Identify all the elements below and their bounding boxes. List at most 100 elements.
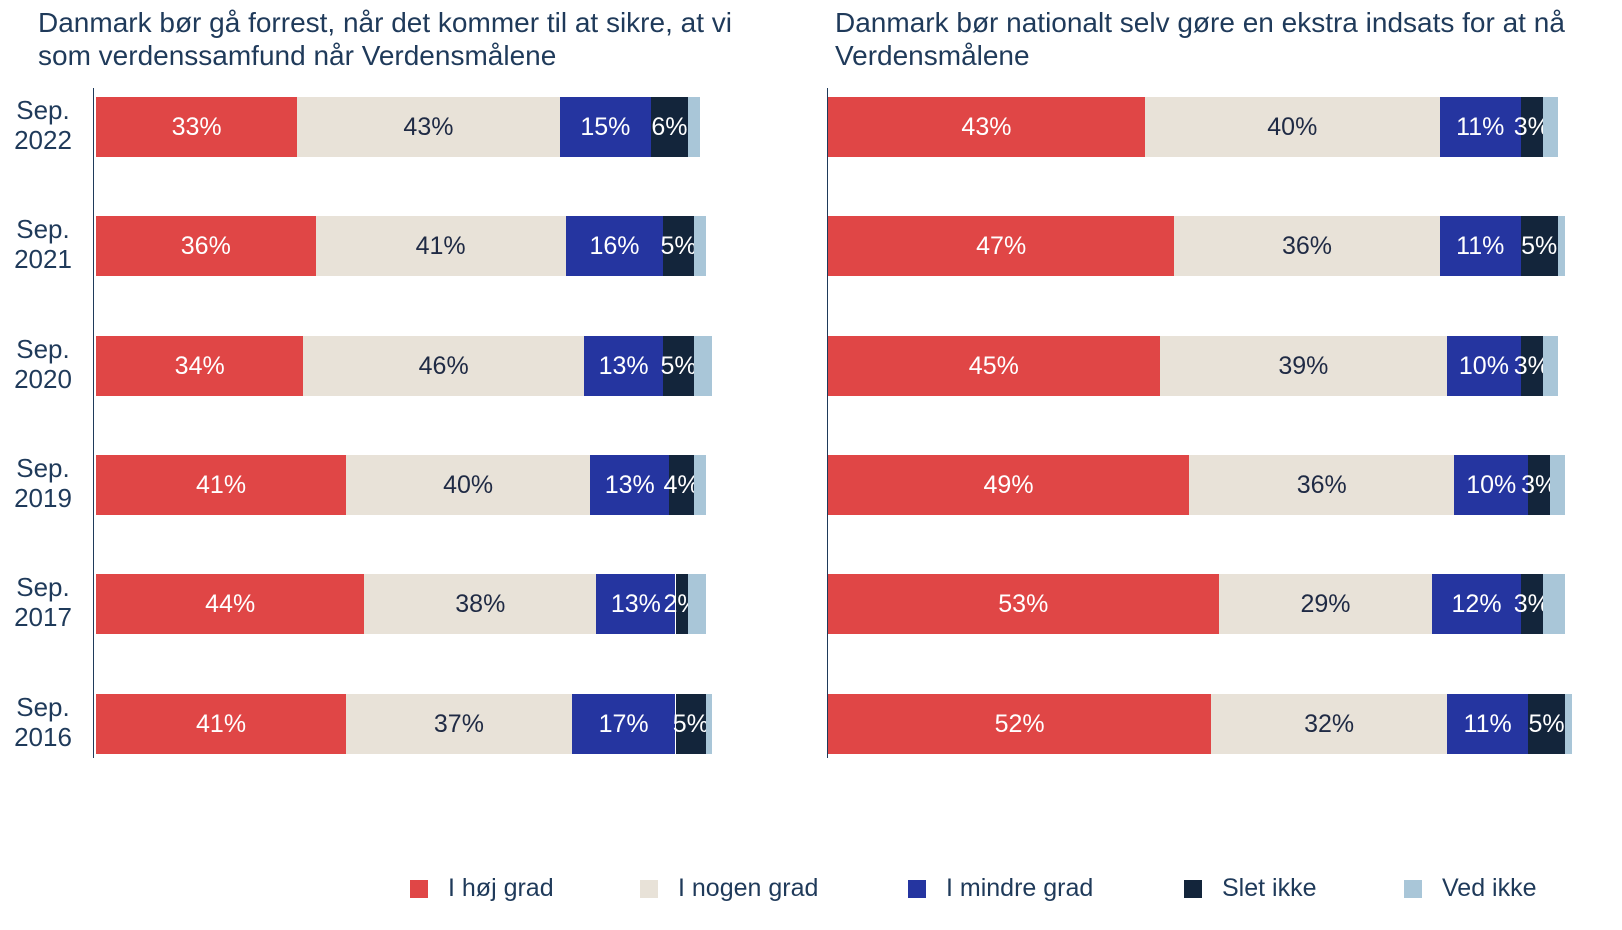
legend-label: I høj grad	[448, 874, 554, 902]
bar-segment: 5%	[660, 216, 697, 276]
bar-segment: 3%	[1514, 336, 1550, 396]
bar-segment: 45%	[828, 336, 1160, 396]
legend-label: Slet ikke	[1222, 874, 1317, 902]
data-label: 13%	[604, 470, 655, 499]
y-tick-label: Sep. 2021	[14, 214, 72, 274]
y-tick-label: Sep. 2020	[14, 334, 72, 394]
data-label: 10%	[1458, 351, 1509, 380]
data-label: 29%	[1300, 589, 1351, 618]
y-tick-label: Sep. 2022	[14, 95, 72, 155]
data-label: 4%	[663, 470, 700, 499]
data-label: 17%	[598, 709, 649, 738]
bar-segment: 11%	[1447, 694, 1529, 754]
bar-segment: 5%	[1528, 694, 1565, 754]
bar-segment	[706, 694, 713, 754]
data-label: 5%	[1528, 709, 1565, 738]
bar-segment: 3%	[1514, 574, 1550, 634]
data-label: 13%	[598, 351, 649, 380]
data-label: 15%	[580, 112, 631, 141]
legend-swatch	[410, 880, 428, 898]
legend-label: Ved ikke	[1442, 874, 1537, 902]
data-label: 32%	[1304, 709, 1355, 738]
bar-segment	[693, 455, 706, 515]
data-label: 34%	[174, 351, 225, 380]
bar-segment: 49%	[828, 455, 1190, 515]
data-label: 40%	[1267, 112, 1318, 141]
data-label: 6%	[651, 112, 688, 141]
chart-title: Danmark bør gå forrest, når det kommer t…	[38, 7, 732, 71]
bar-segment: 10%	[1447, 336, 1521, 396]
data-label: 46%	[418, 351, 469, 380]
bar-segment: 15%	[559, 97, 652, 157]
bar-segment: 40%	[1144, 97, 1440, 157]
legend-label: I nogen grad	[678, 874, 819, 902]
data-label: 36%	[1296, 470, 1347, 499]
y-tick-label: Sep. 2017	[14, 572, 72, 632]
data-label: 10%	[1466, 470, 1517, 499]
bar-segment: 12%	[1432, 574, 1521, 634]
bar-segment: 3%	[1514, 97, 1550, 157]
bar-segment: 32%	[1211, 694, 1448, 754]
data-label: 16%	[589, 231, 640, 260]
data-label: 37%	[433, 709, 484, 738]
bar-segment	[1542, 97, 1558, 157]
bar-segment: 13%	[596, 574, 676, 634]
data-label: 41%	[196, 709, 247, 738]
bar-segment	[693, 216, 706, 276]
bar-segment	[1550, 455, 1565, 515]
bar-segment: 38%	[364, 574, 597, 634]
data-label: 41%	[196, 470, 247, 499]
data-label: 47%	[976, 231, 1027, 260]
y-axis	[93, 88, 94, 758]
data-label: 13%	[610, 589, 661, 618]
bar-segment: 53%	[828, 574, 1219, 634]
bar-segment: 29%	[1218, 574, 1433, 634]
bar-segment: 46%	[303, 336, 584, 396]
bar-segment: 40%	[346, 455, 591, 515]
y-tick-label: Sep. 2016	[14, 692, 72, 752]
data-label: 45%	[968, 351, 1019, 380]
bar-segment: 47%	[828, 216, 1175, 276]
bar-segment: 41%	[96, 455, 347, 515]
data-label: 39%	[1278, 351, 1329, 380]
legend-swatch	[1404, 880, 1422, 898]
bar-segment: 52%	[828, 694, 1212, 754]
data-label: 41%	[415, 231, 466, 260]
bar-segment: 11%	[1439, 97, 1521, 157]
bar-segment: 41%	[315, 216, 566, 276]
data-label: 40%	[443, 470, 494, 499]
bar-segment: 44%	[96, 574, 365, 634]
bar-segment: 43%	[828, 97, 1145, 157]
data-label: 11%	[1456, 231, 1505, 260]
bar-segment	[1542, 574, 1565, 634]
bar-segment: 34%	[96, 336, 304, 396]
bar-segment: 36%	[96, 216, 316, 276]
y-axis	[827, 88, 828, 758]
data-label: 5%	[660, 351, 697, 380]
bar-segment: 39%	[1159, 336, 1448, 396]
bar-segment: 36%	[1174, 216, 1440, 276]
bar-segment	[1557, 216, 1565, 276]
legend-label: I mindre grad	[946, 874, 1094, 902]
bar-segment: 16%	[565, 216, 664, 276]
data-label: 44%	[205, 589, 256, 618]
data-label: 12%	[1451, 589, 1502, 618]
bar-segment: 5%	[1520, 216, 1558, 276]
bar-segment	[687, 97, 700, 157]
data-label: 36%	[1282, 231, 1333, 260]
data-label: 11%	[1456, 112, 1505, 141]
legend-swatch	[1184, 880, 1202, 898]
bar-segment: 13%	[584, 336, 664, 396]
data-label: 5%	[1521, 231, 1558, 260]
data-label: 43%	[961, 112, 1012, 141]
data-label: 52%	[994, 709, 1045, 738]
chart-title: Danmark bør nationalt selv gøre en ekstr…	[835, 7, 1565, 71]
bar-segment: 17%	[571, 694, 676, 754]
data-label: 5%	[672, 709, 709, 738]
bar-segment: 5%	[672, 694, 709, 754]
bar-segment	[687, 574, 706, 634]
data-label: 33%	[171, 112, 222, 141]
bar-segment: 2%	[664, 574, 700, 634]
data-label: 53%	[998, 589, 1049, 618]
data-label: 11%	[1463, 709, 1512, 738]
